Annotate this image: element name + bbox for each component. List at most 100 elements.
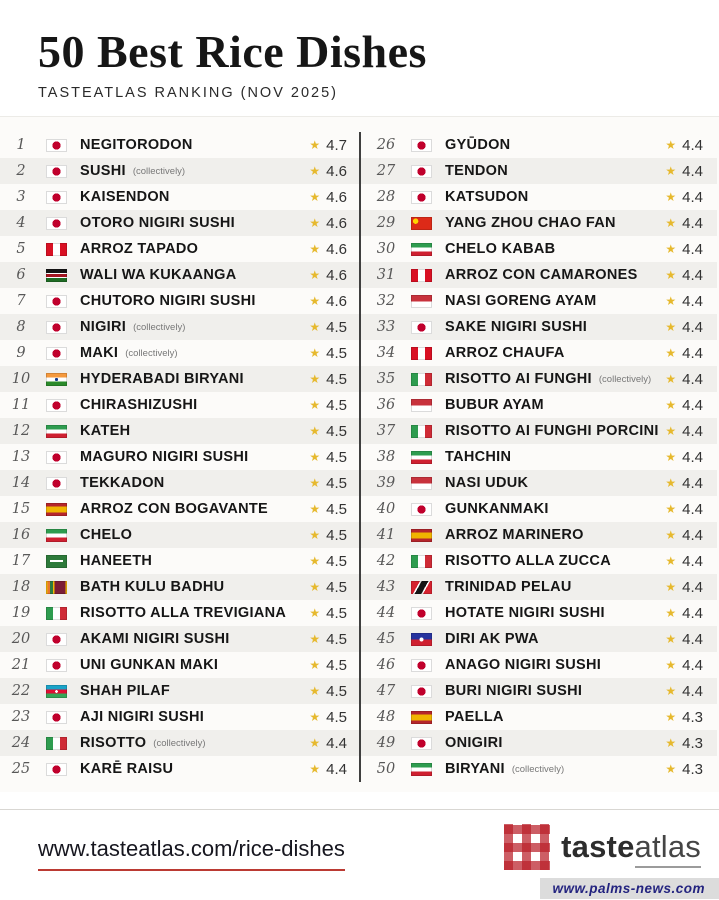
flag-italy-icon: [411, 424, 432, 438]
site-url-link[interactable]: www.tasteatlas.com/rice-dishes: [38, 836, 345, 872]
rating-value: 4.4: [682, 474, 703, 492]
star-icon: ★: [309, 502, 321, 517]
star-icon: ★: [309, 268, 321, 283]
rating-value: 4.4: [682, 500, 703, 518]
list-item: 48 PAELLA ★ 4.3: [361, 704, 717, 730]
rank-number: 11: [11, 397, 31, 414]
flag-italy-icon: [46, 606, 67, 620]
rating-value: 4.5: [326, 630, 347, 648]
page-title: 50 Best Rice Dishes: [38, 26, 427, 77]
dish-name: OTORO NIGIRI SUSHI: [80, 215, 235, 232]
star-icon: ★: [309, 346, 321, 361]
dish-name: KARĒ RAISU: [80, 761, 174, 778]
list-item: 2 SUSHI (collectively) ★ 4.6: [0, 158, 359, 185]
flag-japan-icon: [46, 398, 67, 412]
star-icon: ★: [665, 528, 677, 543]
star-icon: ★: [665, 476, 677, 491]
flag-japan-icon: [46, 294, 67, 308]
dish-name: TRINIDAD PELAU: [445, 579, 572, 596]
list-item: 40 GUNKANMAKI ★ 4.4: [361, 496, 717, 522]
rating-value: 4.4: [682, 266, 703, 284]
star-icon: ★: [665, 762, 677, 777]
rank-number: 34: [376, 345, 396, 362]
dish-name: BIRYANI: [445, 761, 505, 778]
rating-value: 4.4: [682, 344, 703, 362]
flag-japan-icon: [46, 138, 67, 152]
rank-number: 10: [11, 371, 31, 388]
list-item: 3 KAISENDON ★ 4.6: [0, 184, 359, 210]
dish-name: MAGURO NIGIRI SUSHI: [80, 449, 249, 466]
wordmark-bold: taste: [561, 829, 635, 865]
flag-indonesia-icon: [411, 476, 432, 490]
star-icon: ★: [309, 294, 321, 309]
list-item: 49 ONIGIRI ★ 4.3: [361, 730, 717, 757]
rating-value: 4.5: [326, 344, 347, 362]
ranking-column-right: 26 GYŪDON ★ 4.4 27 TENDON ★ 4.4 28 KATSUDON ★ 4.4 29…: [359, 132, 717, 783]
rank-number: 42: [376, 553, 396, 570]
dish-note: (collectively): [153, 737, 206, 749]
list-item: 41 ARROZ MARINERO ★ 4.4: [361, 522, 717, 549]
star-icon: ★: [309, 632, 321, 647]
rank-number: 23: [11, 709, 31, 726]
rating-value: 4.6: [326, 214, 347, 232]
star-icon: ★: [665, 268, 677, 283]
rank-number: 31: [376, 267, 396, 284]
rating-value: 4.4: [682, 448, 703, 466]
flag-japan-icon: [46, 762, 67, 776]
dish-name: YANG ZHOU CHAO FAN: [445, 215, 616, 232]
list-item: 29 YANG ZHOU CHAO FAN ★ 4.4: [361, 210, 717, 237]
dish-name: BURI NIGIRI SUSHI: [445, 683, 583, 700]
dish-name: TAHCHIN: [445, 449, 512, 466]
rank-number: 47: [376, 683, 396, 700]
dish-name: CHIRASHIZUSHI: [80, 397, 198, 414]
dish-name: TENDON: [445, 163, 509, 180]
rank-number: 14: [11, 475, 31, 492]
page-subtitle: TASTEATLAS RANKING (NOV 2025): [38, 85, 338, 102]
star-icon: ★: [309, 736, 321, 751]
rating-value: 4.4: [326, 734, 347, 752]
dish-name: KATEH: [80, 423, 131, 440]
rank-number: 7: [16, 293, 26, 310]
dish-name: PAELLA: [445, 709, 504, 726]
list-item: 47 BURI NIGIRI SUSHI ★ 4.4: [361, 678, 717, 705]
list-item: 44 HOTATE NIGIRI SUSHI ★ 4.4: [361, 600, 717, 626]
flag-japan-icon: [411, 736, 432, 750]
list-item: 5 ARROZ TAPADO ★ 4.6: [0, 236, 359, 262]
list-item: 19 RISOTTO ALLA TREVIGIANA ★ 4.5: [0, 600, 359, 626]
flag-haiti-icon: [411, 632, 432, 646]
rank-number: 26: [376, 137, 396, 154]
page-header: 50 Best Rice Dishes TASTEATLAS RANKING (…: [0, 0, 719, 102]
list-item: 14 TEKKADON ★ 4.5: [0, 470, 359, 497]
rating-value: 4.3: [682, 760, 703, 778]
rank-number: 18: [11, 579, 31, 596]
rating-value: 4.7: [326, 136, 347, 154]
rank-number: 21: [11, 657, 31, 674]
flag-peru-icon: [411, 346, 432, 360]
list-item: 37 RISOTTO AI FUNGHI PORCINI ★ 4.4: [361, 418, 717, 445]
flag-iran-icon: [411, 242, 432, 256]
flag-japan-icon: [411, 502, 432, 516]
rank-number: 39: [376, 475, 396, 492]
flag-iran-icon: [411, 762, 432, 776]
rating-value: 4.5: [326, 552, 347, 570]
flag-japan-icon: [46, 450, 67, 464]
rating-value: 4.6: [326, 188, 347, 206]
rating-value: 4.4: [682, 630, 703, 648]
star-icon: ★: [665, 658, 677, 673]
star-icon: ★: [665, 242, 677, 257]
rating-value: 4.4: [682, 214, 703, 232]
list-item: 10 HYDERABADI BIRYANI ★ 4.5: [0, 366, 359, 393]
rating-value: 4.5: [326, 474, 347, 492]
dish-name: BATH KULU BADHU: [80, 579, 225, 596]
rating-value: 4.5: [326, 448, 347, 466]
rank-number: 5: [16, 241, 26, 258]
dish-name: MAKI: [80, 345, 119, 362]
list-item: 50 BIRYANI (collectively) ★ 4.3: [361, 756, 717, 782]
dish-name: ANAGO NIGIRI SUSHI: [445, 657, 602, 674]
dish-note: (collectively): [125, 347, 178, 359]
list-item: 9 MAKI (collectively) ★ 4.5: [0, 340, 359, 366]
flag-japan-icon: [411, 164, 432, 178]
flag-india-icon: [46, 372, 67, 386]
rank-number: 4: [16, 215, 26, 232]
star-icon: ★: [309, 762, 321, 777]
